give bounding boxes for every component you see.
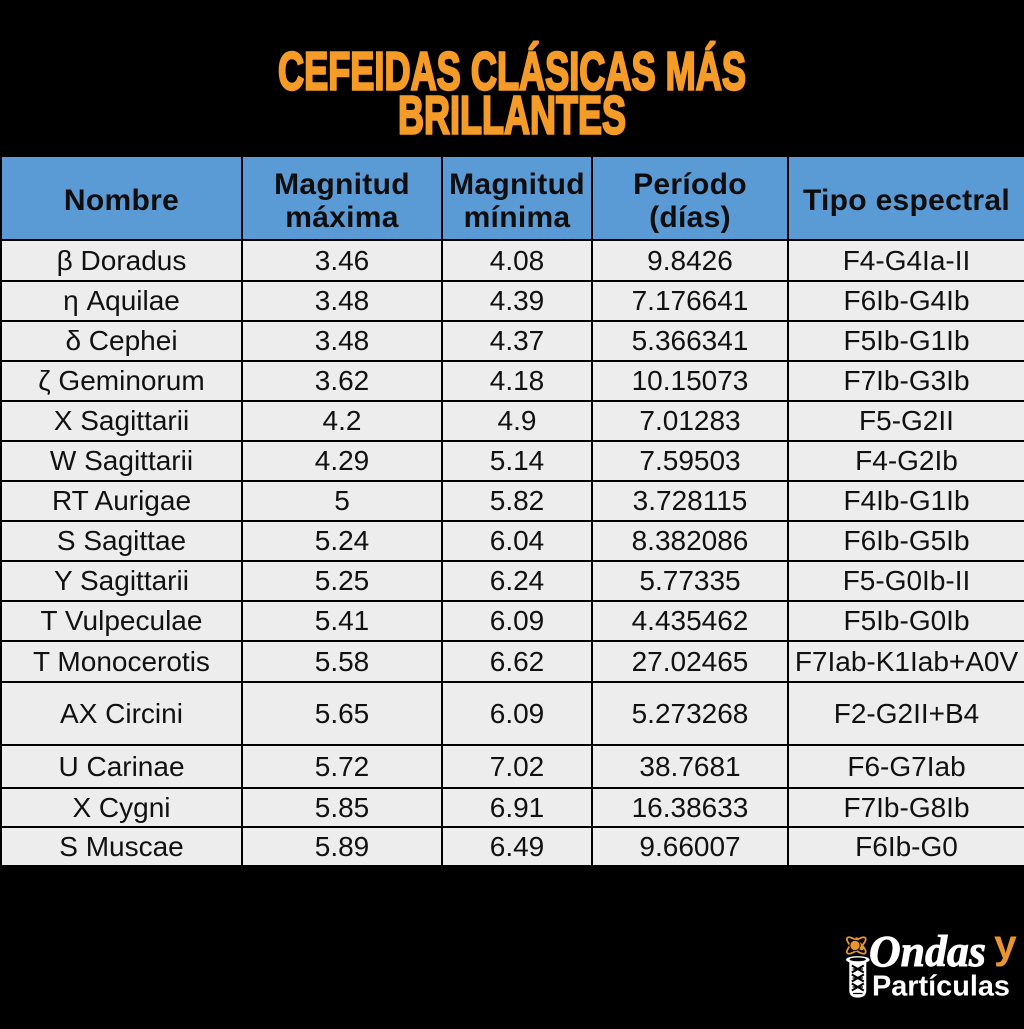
svg-text:y: y: [994, 921, 1017, 967]
svg-text:Partículas: Partículas: [872, 971, 1010, 1003]
svg-text:Ondas: Ondas: [869, 927, 986, 976]
svg-text:CEFEIDAS CLÁSICAS MÁS: CEFEIDAS CLÁSICAS MÁS: [278, 42, 746, 102]
svg-text:BRILLANTES: BRILLANTES: [398, 87, 626, 146]
